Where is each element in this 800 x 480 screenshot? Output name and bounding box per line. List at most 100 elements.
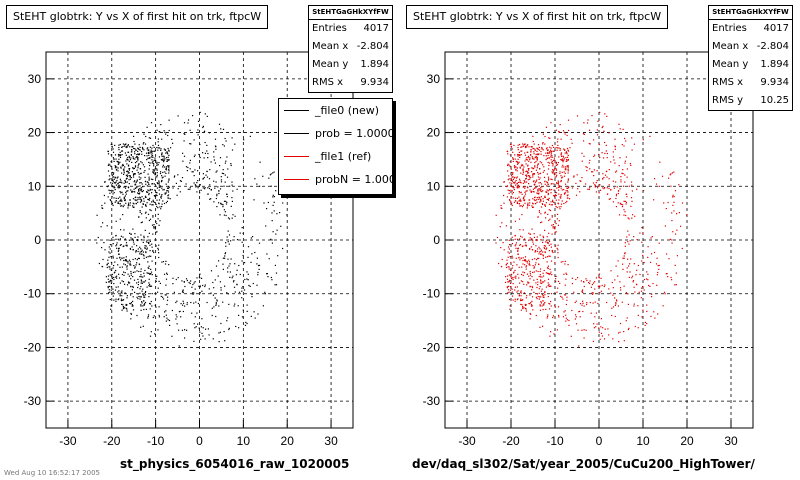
scatter-point (626, 236, 628, 238)
scatter-point (211, 314, 213, 317)
scatter-point (152, 156, 154, 158)
scatter-point (561, 171, 563, 173)
scatter-point (259, 161, 261, 163)
scatter-point (655, 183, 658, 185)
scatter-point (226, 176, 229, 178)
scatter-point (622, 128, 624, 130)
scatter-point (553, 333, 555, 335)
scatter-point (516, 176, 518, 178)
scatter-point (137, 153, 139, 155)
scatter-point (128, 275, 130, 277)
scatter-point (606, 115, 608, 117)
scatter-point (622, 257, 624, 259)
scatter-point (116, 177, 118, 179)
scatter-point (563, 273, 565, 275)
scatter-point (522, 259, 524, 262)
scatter-point (189, 188, 191, 190)
scatter-point (143, 200, 145, 202)
scatter-point (115, 298, 117, 300)
scatter-point (532, 243, 535, 245)
scatter-point (142, 254, 145, 256)
scatter-point (512, 192, 514, 194)
scatter-point (564, 149, 566, 151)
scatter-point (119, 238, 121, 240)
scatter-point (520, 309, 522, 311)
scatter-point (162, 189, 164, 191)
scatter-point (141, 302, 143, 304)
scatter-point (596, 170, 598, 172)
scatter-point (517, 149, 519, 151)
scatter-point (539, 286, 541, 288)
scatter-point (192, 284, 194, 286)
scatter-point (630, 258, 632, 260)
scatter-point (517, 298, 519, 300)
scatter-point (123, 263, 125, 265)
scatter-point (121, 292, 123, 294)
scatter-point (147, 181, 149, 184)
scatter-point (238, 314, 240, 316)
scatter-point (608, 184, 610, 186)
scatter-point (545, 126, 547, 128)
scatter-point (224, 253, 226, 255)
scatter-point (155, 262, 157, 264)
scatter-point (537, 190, 539, 192)
scatter-point (540, 280, 542, 282)
scatter-point (529, 270, 531, 273)
scatter-point (109, 274, 111, 276)
scatter-point (614, 297, 616, 299)
scatter-point (620, 176, 622, 178)
scatter-point (675, 272, 677, 274)
scatter-point (676, 229, 678, 231)
scatter-point (133, 135, 135, 137)
scatter-point (190, 301, 192, 304)
scatter-point (513, 182, 515, 184)
scatter-point (202, 125, 204, 127)
scatter-point (562, 316, 565, 318)
scatter-point (156, 161, 158, 163)
scatter-point (509, 244, 511, 246)
scatter-point (523, 239, 525, 241)
x-tick-label: -20 (103, 434, 121, 448)
scatter-point (125, 146, 127, 149)
scatter-point (134, 199, 136, 201)
scatter-point (617, 305, 619, 307)
scatter-point (139, 210, 141, 212)
scatter-point (243, 139, 245, 141)
scatter-point (595, 277, 597, 279)
scatter-point (175, 301, 177, 304)
scatter-point (547, 267, 549, 269)
scatter-point (128, 157, 131, 159)
scatter-point (588, 188, 590, 190)
scatter-point (226, 320, 228, 322)
scatter-point (139, 192, 141, 194)
scatter-point (168, 264, 170, 266)
scatter-point (153, 315, 155, 317)
scatter-point (169, 198, 171, 200)
scatter-point (160, 159, 162, 161)
scatter-point (586, 166, 588, 169)
scatter-point (532, 173, 534, 175)
scatter-point (118, 149, 120, 151)
scatter-point (559, 172, 561, 175)
right-plot-title: StEHT globtrk: Y vs X of first hit on tr… (406, 5, 669, 29)
scatter-point (598, 331, 600, 333)
scatter-point (550, 243, 552, 245)
scatter-point (168, 165, 170, 167)
scatter-point (132, 202, 134, 204)
scatter-point (247, 246, 250, 248)
scatter-point (511, 288, 513, 290)
scatter-point (526, 186, 529, 188)
scatter-point (107, 150, 109, 152)
scatter-point (536, 153, 538, 155)
scatter-point (149, 283, 151, 286)
scatter-point (538, 210, 540, 212)
scatter-point (506, 186, 508, 188)
scatter-point (107, 287, 109, 289)
scatter-point (267, 201, 269, 204)
scatter-point (138, 153, 141, 155)
scatter-point (112, 193, 114, 195)
scatter-point (551, 249, 553, 252)
scatter-point (268, 258, 270, 260)
scatter-point (119, 266, 121, 268)
scatter-point (124, 264, 126, 266)
